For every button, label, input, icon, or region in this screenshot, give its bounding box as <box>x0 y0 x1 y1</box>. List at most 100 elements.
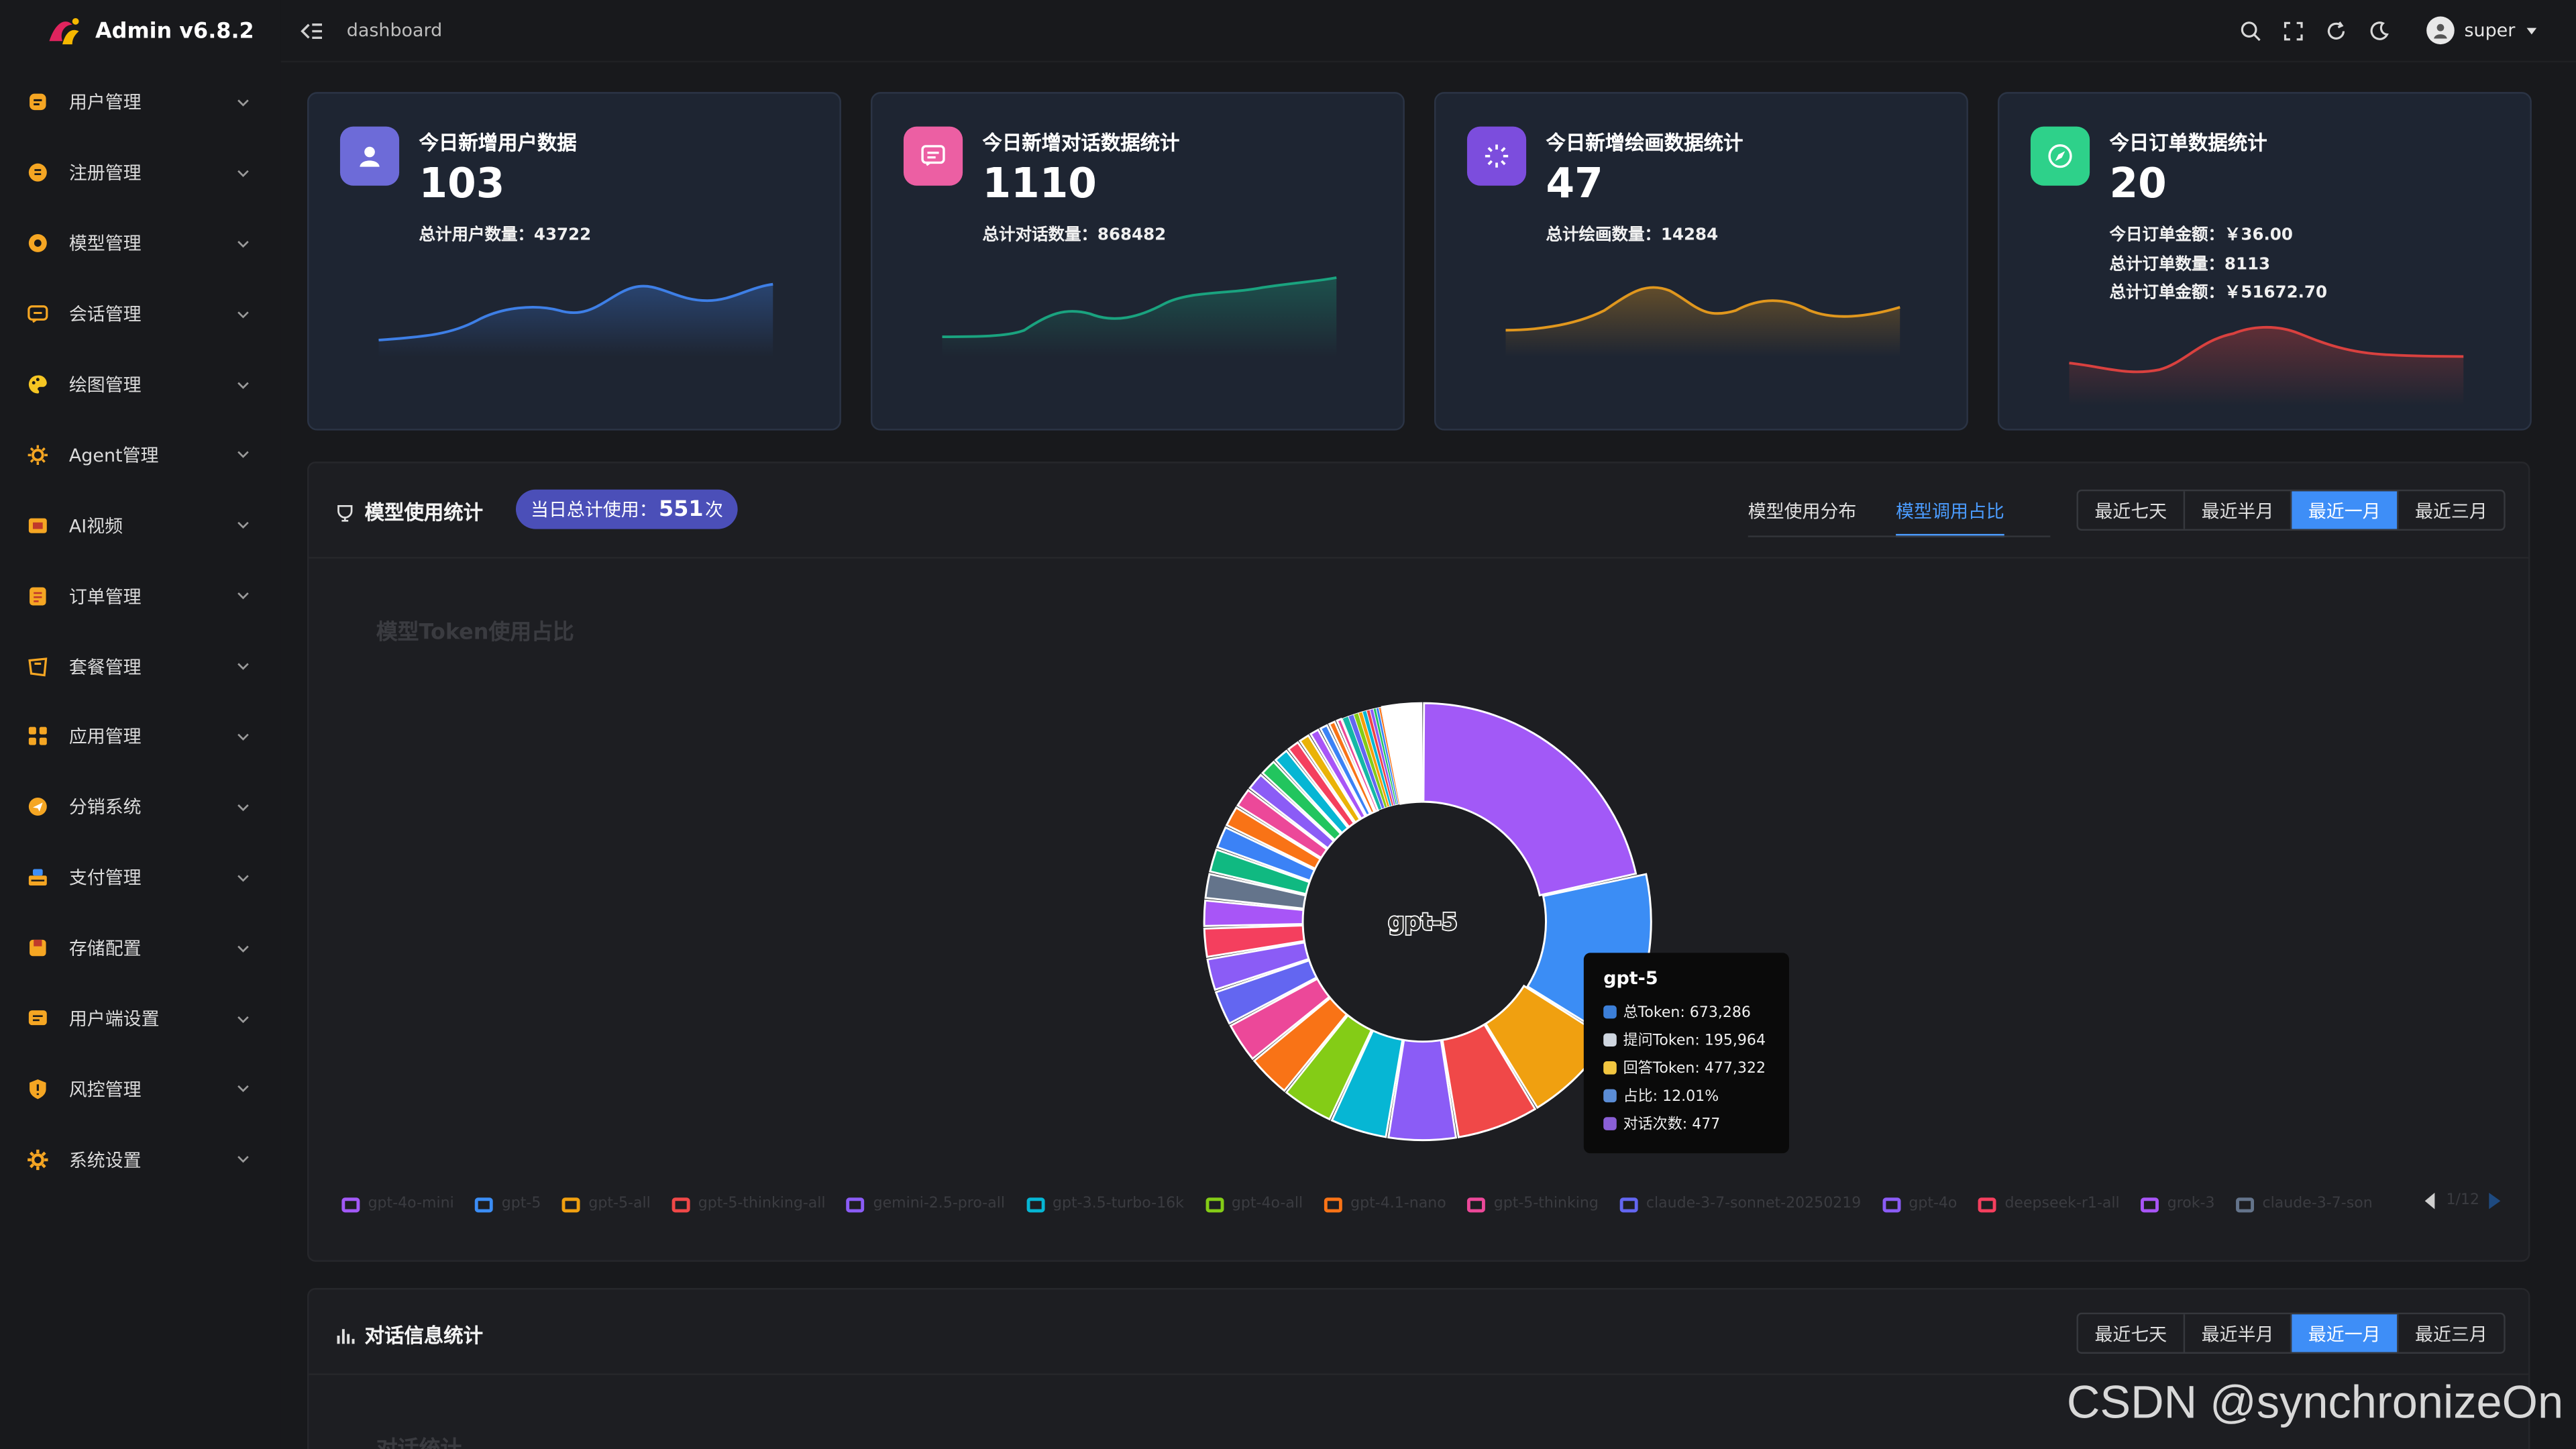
sidebar-item-11[interactable]: 分销系统 <box>0 772 281 843</box>
legend-item[interactable]: gpt-5 <box>475 1196 541 1212</box>
donut-slice[interactable] <box>1381 702 1424 805</box>
tooltip-row-icon <box>1603 1060 1617 1074</box>
legend-item[interactable]: grok-3 <box>2141 1196 2215 1212</box>
donut-slice[interactable] <box>1248 773 1336 850</box>
sidebar-item-7[interactable]: AI视频 <box>0 490 281 561</box>
range-option-2[interactable]: 最近半月 <box>2185 1314 2292 1352</box>
donut-slice[interactable] <box>1216 826 1316 882</box>
range-option-1[interactable]: 最近七天 <box>2078 491 2186 529</box>
chevron-down-icon <box>235 1151 251 1167</box>
donut-slice[interactable] <box>1209 848 1311 896</box>
range-option-1[interactable]: 最近七天 <box>2078 1314 2186 1352</box>
donut-slice-grok-3[interactable] <box>1203 899 1305 927</box>
legend-next-icon[interactable] <box>2489 1192 2501 1210</box>
donut-slice-gpt-5-thinking[interactable] <box>1229 977 1331 1061</box>
range-option-2[interactable]: 最近半月 <box>2185 491 2292 529</box>
donut-slice[interactable] <box>1336 717 1379 813</box>
donut-slice[interactable] <box>1236 788 1329 859</box>
range-option-4[interactable]: 最近三月 <box>2415 500 2487 522</box>
legend-item[interactable]: deepseek-r1-all <box>1978 1196 2120 1212</box>
search-icon[interactable] <box>2239 19 2262 42</box>
legend-item[interactable]: gpt-4o-all <box>1205 1196 1303 1212</box>
legend-item[interactable]: gpt-4.1-nano <box>1324 1196 1446 1212</box>
sidebar-item-9[interactable]: 套餐管理 <box>0 631 281 702</box>
sidebar-item-16[interactable]: 系统设置 <box>0 1124 281 1195</box>
range-option-3[interactable]: 最近一月 <box>2292 1314 2399 1352</box>
stat-card-sparkline <box>1505 286 1900 357</box>
donut-slice-deepseek-r1-all[interactable] <box>1203 924 1306 959</box>
stat-card-subtext: 总计绘画数量：14284 <box>1546 226 1719 245</box>
token-donut-chart[interactable]: gpt-5 <box>966 628 1886 1220</box>
breadcrumb[interactable]: dashboard <box>346 19 443 42</box>
legend-item[interactable]: gpt-4o <box>1882 1196 1957 1212</box>
legend-item[interactable]: gpt-5-all <box>562 1196 651 1212</box>
tooltip-row: 占比: 12.01% <box>1603 1081 1769 1109</box>
sidebar-item-14[interactable]: 用户端设置 <box>0 983 281 1054</box>
sidebar-item-label: 套餐管理 <box>68 656 142 678</box>
range-option-3[interactable]: 最近一月 <box>2292 491 2399 529</box>
sidebar-item-label: 分销系统 <box>68 797 142 819</box>
user-menu[interactable]: super <box>2426 16 2538 45</box>
model-usage-panel: 模型使用统计 当日总计使用： 551 次 模型使用分布 模型调用占比 最近七天 最近半月… <box>307 462 2530 1262</box>
donut-slice-gpt-4.1-nano[interactable] <box>1252 996 1348 1092</box>
chevron-down-icon <box>235 1010 251 1026</box>
donut-slice[interactable] <box>1328 720 1376 815</box>
donut-slice-gpt-5-thinking-all[interactable] <box>1441 1023 1537 1138</box>
chevron-down-icon <box>235 869 251 885</box>
sidebar-item-3[interactable]: 模型管理 <box>0 208 281 278</box>
sidebar-item-5[interactable]: 绘图管理 <box>0 350 281 420</box>
refresh-icon[interactable] <box>2324 19 2347 42</box>
stat-card-subtext: 总计订单数量：8113 <box>2109 255 2271 274</box>
donut-slice[interactable] <box>1260 760 1342 842</box>
legend-item[interactable]: gpt-3.5-turbo-16k <box>1026 1196 1184 1212</box>
sidebar-item-1[interactable]: 用户管理 <box>0 67 281 138</box>
legend-item[interactable]: claude-3-7-son <box>2236 1196 2373 1212</box>
storage-icon <box>26 936 49 959</box>
legend-item[interactable]: gpt-5-thinking-all <box>672 1196 826 1212</box>
legend-swatch <box>2236 1197 2255 1212</box>
sidebar-item-10[interactable]: 应用管理 <box>0 702 281 772</box>
legend-page-indicator: 1/12 <box>2446 1192 2480 1210</box>
legend-item[interactable]: gemini-2.5-pro-all <box>847 1196 1005 1212</box>
chat-panel-title-text: 对话信息统计 <box>364 1324 484 1348</box>
donut-slice-gpt-4o-mini[interactable] <box>1422 702 1638 897</box>
legend-item[interactable]: gpt-5-thinking <box>1467 1196 1599 1212</box>
sidebar-item-4[interactable]: 会话管理 <box>0 279 281 350</box>
collapse-sidebar-icon[interactable] <box>301 19 323 42</box>
sidebar-item-13[interactable]: 存储配置 <box>0 913 281 983</box>
donut-slice-claude-3-7-son[interactable] <box>1204 873 1307 910</box>
sidebar-item-8[interactable]: 订单管理 <box>0 561 281 631</box>
donut-slice[interactable] <box>1274 749 1350 835</box>
sidebar-item-6[interactable]: Agent管理 <box>0 420 281 490</box>
dark-mode-icon[interactable] <box>2367 19 2390 42</box>
donut-slice-gpt-3.5-turbo-16k[interactable] <box>1330 1029 1404 1138</box>
usage-badge-prefix: 当日总计使用： <box>531 499 657 521</box>
sidebar-item-2[interactable]: 注册管理 <box>0 138 281 208</box>
range-option-4[interactable]: 最近三月 <box>2415 1323 2487 1345</box>
user-manage-icon <box>26 91 49 114</box>
stat-card-4: 今日订单数据统计 20 今日订单金额：￥36.00 总计订单数量：8113 总计订单金额… <box>1997 92 2532 431</box>
legend-label: claude-3-7-sonnet-20250219 <box>1646 1195 1862 1213</box>
sidebar-item-12[interactable]: 支付管理 <box>0 843 281 913</box>
donut-slice[interactable] <box>1319 724 1372 817</box>
sidebar-item-15[interactable]: 风控管理 <box>0 1054 281 1124</box>
tab-1[interactable]: 模型使用分布 <box>1748 500 1857 523</box>
donut-slice-gpt-4o[interactable] <box>1206 941 1310 991</box>
legend-prev-icon[interactable] <box>2424 1192 2436 1210</box>
legend-label: gpt-5-all <box>588 1195 651 1213</box>
tab-2[interactable]: 模型调用占比 <box>1896 498 2004 537</box>
donut-slice-gemini-2.5-pro-all[interactable] <box>1387 1038 1458 1141</box>
donut-slice[interactable] <box>1225 806 1322 870</box>
donut-slice[interactable] <box>1298 734 1362 824</box>
app-logo[interactable]: Admin v6.8.2 <box>46 13 254 50</box>
legend-swatch <box>1619 1197 1638 1212</box>
tooltip-row-icon <box>1603 1116 1617 1130</box>
sidebar-item-label: 支付管理 <box>68 867 142 890</box>
donut-slice-claude-3-7-sonnet-20250219[interactable] <box>1214 959 1318 1025</box>
donut-slice[interactable] <box>1309 728 1367 820</box>
legend-item[interactable]: gpt-4o-mini <box>341 1196 454 1212</box>
donut-slice[interactable] <box>1287 741 1356 828</box>
fullscreen-icon[interactable] <box>2282 19 2305 42</box>
donut-slice-gpt-4o-all[interactable] <box>1285 1014 1373 1121</box>
legend-item[interactable]: claude-3-7-sonnet-20250219 <box>1619 1195 1862 1213</box>
